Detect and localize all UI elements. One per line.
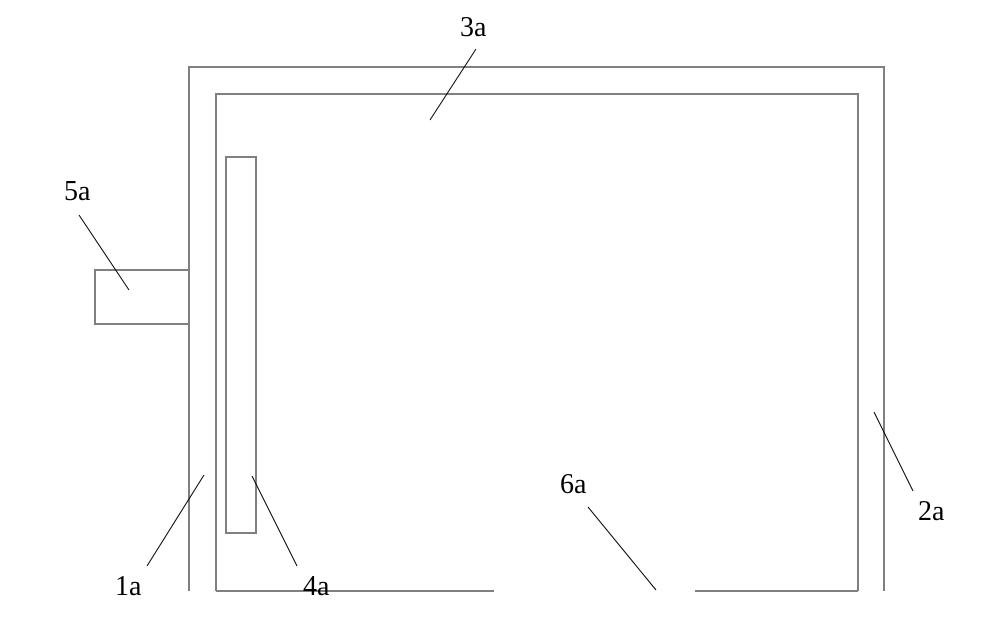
leader-3a [430,49,476,120]
leader-4a [252,476,297,566]
outer-enclosure [189,67,884,591]
leader-1a [147,475,204,566]
label-1a: 1a [115,571,142,602]
label-6a: 6a [560,469,587,500]
leader-2a [874,412,913,491]
label-3a: 3a [460,12,487,43]
inner-vertical-bar [226,157,256,533]
handle-block [95,270,189,324]
label-4a: 4a [303,571,330,602]
diagram-canvas: 1a 2a 3a 4a 5a 6a [0,0,1000,634]
label-2a: 2a [918,496,945,527]
leader-6a [588,507,656,590]
inner-enclosure [216,94,858,591]
leader-5a [79,215,129,290]
label-5a: 5a [64,176,91,207]
